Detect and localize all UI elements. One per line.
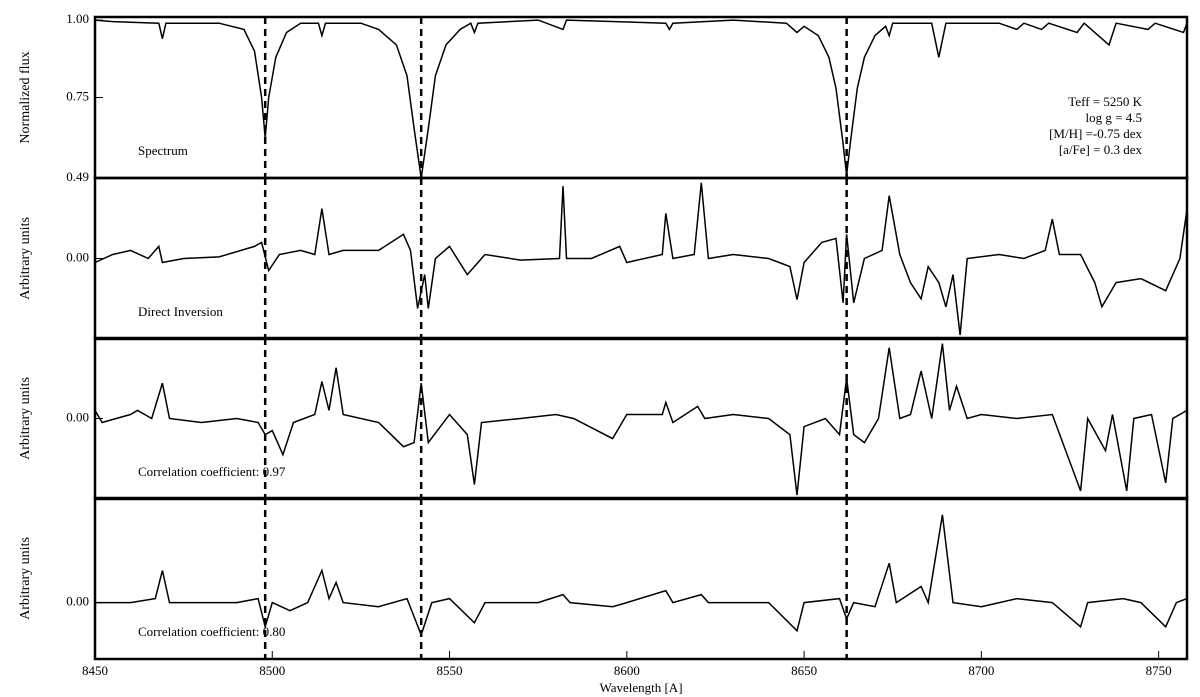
y-axis-label: Arbitrary units — [18, 377, 33, 460]
y-tick-label: 0.75 — [66, 88, 89, 103]
data-line — [94, 182, 1188, 336]
x-tick-label: 8550 — [437, 663, 463, 678]
y-tick-label: 0.00 — [66, 409, 89, 424]
panel-label: Direct Inversion — [138, 304, 223, 319]
panel-label: Correlation coefficient: 0.97 — [138, 464, 286, 479]
panel-frame — [93, 496, 1189, 661]
panel-frame — [93, 15, 1189, 180]
y-axis-label: Normalized flux — [18, 51, 33, 143]
y-tick-label: 0.00 — [66, 249, 89, 264]
x-tick-label: 8500 — [259, 663, 285, 678]
parameter-text: [a/Fe] = 0.3 dex — [1059, 142, 1143, 157]
parameter-text: [M/H] =-0.75 dex — [1049, 126, 1142, 141]
x-tick-label: 8750 — [1146, 663, 1172, 678]
x-tick-label: 8600 — [614, 663, 640, 678]
x-tick-label: 8700 — [968, 663, 994, 678]
y-axis-label: Arbitrary units — [18, 537, 33, 620]
data-line — [94, 19, 1188, 179]
x-tick-label: 8450 — [82, 663, 108, 678]
panel-label: Spectrum — [138, 143, 188, 158]
y-tick-label: 1.00 — [66, 11, 89, 26]
x-tick-label: 8650 — [791, 663, 817, 678]
panel-label: Correlation coefficient: 0.80 — [138, 624, 285, 639]
y-tick-label: 0.00 — [66, 594, 89, 609]
y-tick-label: 0.49 — [66, 169, 89, 184]
data-line — [95, 514, 1188, 638]
parameter-text: Teff = 5250 K — [1068, 94, 1142, 109]
data-line — [94, 343, 1188, 496]
parameter-text: log g = 4.5 — [1086, 110, 1142, 125]
y-axis-label: Arbitrary units — [18, 217, 33, 300]
x-axis-label: Wavelength [A] — [599, 680, 682, 695]
